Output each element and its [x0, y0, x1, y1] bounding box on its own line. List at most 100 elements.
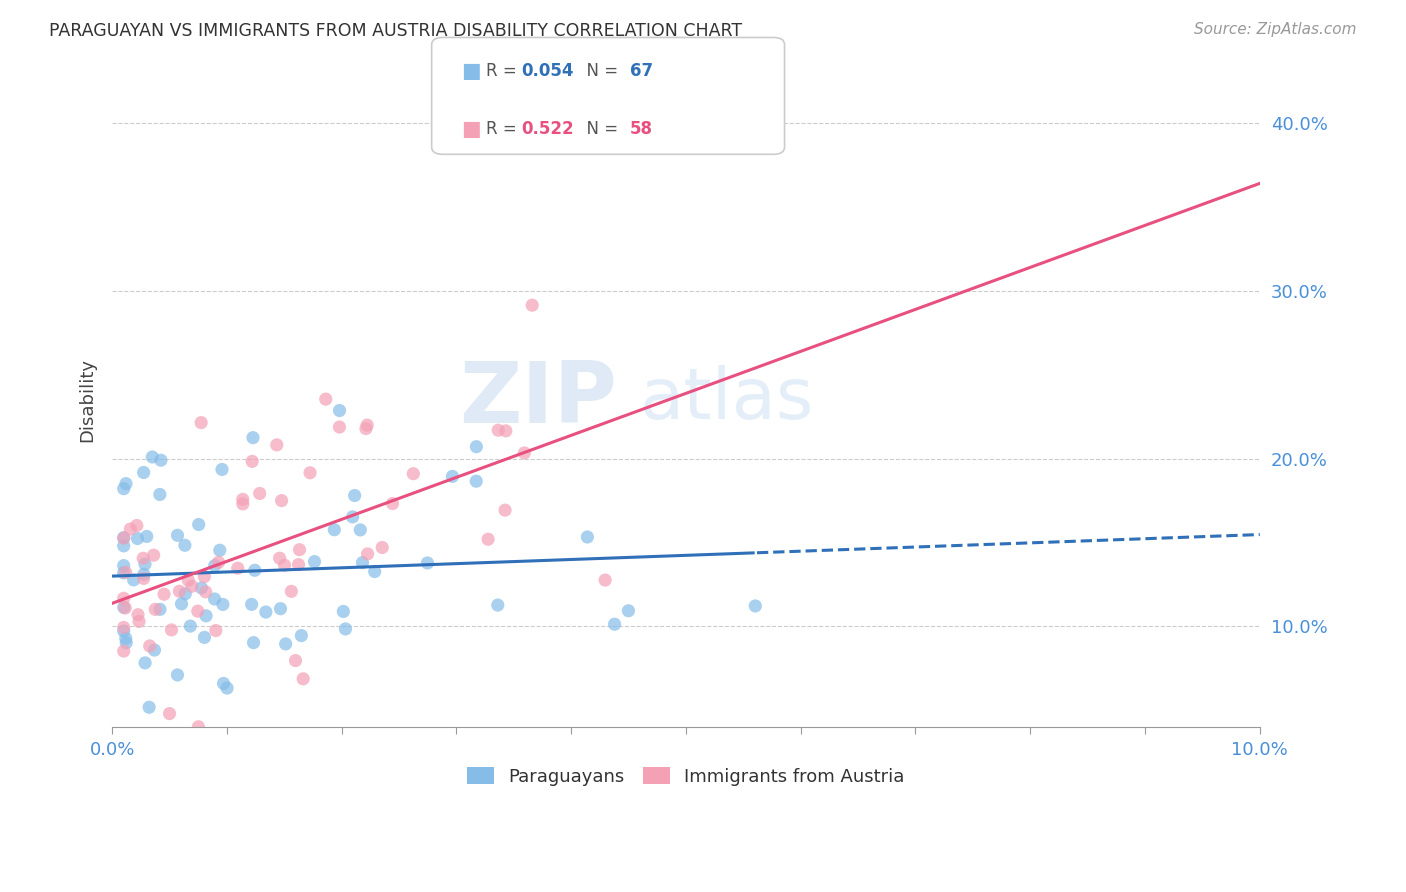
Point — [132, 567, 155, 582]
Point — [190, 416, 212, 430]
Point — [112, 531, 135, 545]
Point — [193, 631, 215, 645]
Point — [112, 539, 135, 553]
Point — [249, 486, 271, 500]
Point — [315, 392, 337, 406]
Point — [173, 538, 195, 552]
Point — [149, 453, 172, 467]
Point — [114, 632, 136, 646]
Text: 67: 67 — [630, 62, 652, 80]
Point — [187, 604, 209, 618]
Point — [153, 587, 176, 601]
Point — [181, 579, 204, 593]
Point — [494, 503, 516, 517]
Point — [120, 522, 142, 536]
Text: 0.522: 0.522 — [522, 120, 574, 138]
Point — [323, 523, 346, 537]
Point — [112, 600, 135, 615]
Point — [134, 656, 156, 670]
Point — [240, 598, 263, 612]
Point — [292, 672, 315, 686]
Point — [232, 492, 254, 507]
Point — [132, 571, 155, 585]
Point — [349, 523, 371, 537]
Point — [232, 497, 254, 511]
Point — [465, 440, 488, 454]
Point — [441, 469, 464, 483]
Point — [290, 629, 312, 643]
Point — [194, 585, 217, 599]
Point — [269, 601, 291, 615]
Point — [122, 573, 145, 587]
Point — [299, 466, 322, 480]
Text: ■: ■ — [461, 120, 481, 139]
Point — [381, 496, 404, 510]
Point — [335, 622, 357, 636]
Point — [328, 403, 350, 417]
Point — [128, 615, 150, 629]
Point — [343, 489, 366, 503]
Point — [115, 636, 138, 650]
Point — [486, 598, 509, 612]
Point — [149, 602, 172, 616]
Point — [143, 602, 166, 616]
Point — [266, 438, 288, 452]
Point — [169, 584, 191, 599]
Point — [166, 668, 188, 682]
Point — [354, 421, 377, 435]
Text: R =: R = — [486, 62, 523, 80]
Point — [204, 592, 226, 607]
Point — [352, 556, 374, 570]
Point — [132, 551, 155, 566]
Text: R =: R = — [486, 120, 523, 138]
Point — [522, 298, 544, 312]
Point — [371, 541, 394, 555]
Text: Source: ZipAtlas.com: Source: ZipAtlas.com — [1194, 22, 1357, 37]
Point — [242, 431, 264, 445]
Point — [212, 676, 235, 690]
Y-axis label: Disability: Disability — [79, 358, 96, 442]
Text: N =: N = — [576, 62, 624, 80]
Text: ■: ■ — [461, 62, 481, 81]
Point — [190, 581, 212, 595]
Point — [212, 598, 235, 612]
Point — [187, 517, 209, 532]
Point — [288, 542, 311, 557]
Point — [513, 446, 536, 460]
Point — [211, 462, 233, 476]
Point — [576, 530, 599, 544]
Point — [328, 420, 350, 434]
Text: atlas: atlas — [640, 366, 814, 434]
Point — [166, 528, 188, 542]
Point — [243, 563, 266, 577]
Point — [112, 620, 135, 634]
Point — [284, 654, 307, 668]
Point — [160, 623, 183, 637]
Point — [287, 558, 309, 572]
Point — [204, 558, 226, 573]
Text: 58: 58 — [630, 120, 652, 138]
Point — [204, 624, 226, 638]
Point — [132, 466, 155, 480]
Point — [141, 450, 163, 464]
Point — [465, 474, 488, 488]
Point — [240, 454, 263, 468]
Point — [143, 643, 166, 657]
Point — [134, 557, 156, 571]
Point — [112, 591, 135, 606]
Point — [207, 555, 229, 569]
Point — [195, 608, 218, 623]
Point — [617, 604, 640, 618]
Point — [603, 617, 626, 632]
Point — [112, 531, 135, 545]
Point — [138, 639, 160, 653]
Point — [364, 565, 387, 579]
Point — [242, 635, 264, 649]
Point — [402, 467, 425, 481]
Point — [269, 551, 291, 566]
Point — [416, 556, 439, 570]
Point — [193, 569, 215, 583]
Point — [142, 548, 165, 562]
Point — [125, 518, 148, 533]
Legend: Paraguayans, Immigrants from Austria: Paraguayans, Immigrants from Austria — [460, 760, 912, 793]
